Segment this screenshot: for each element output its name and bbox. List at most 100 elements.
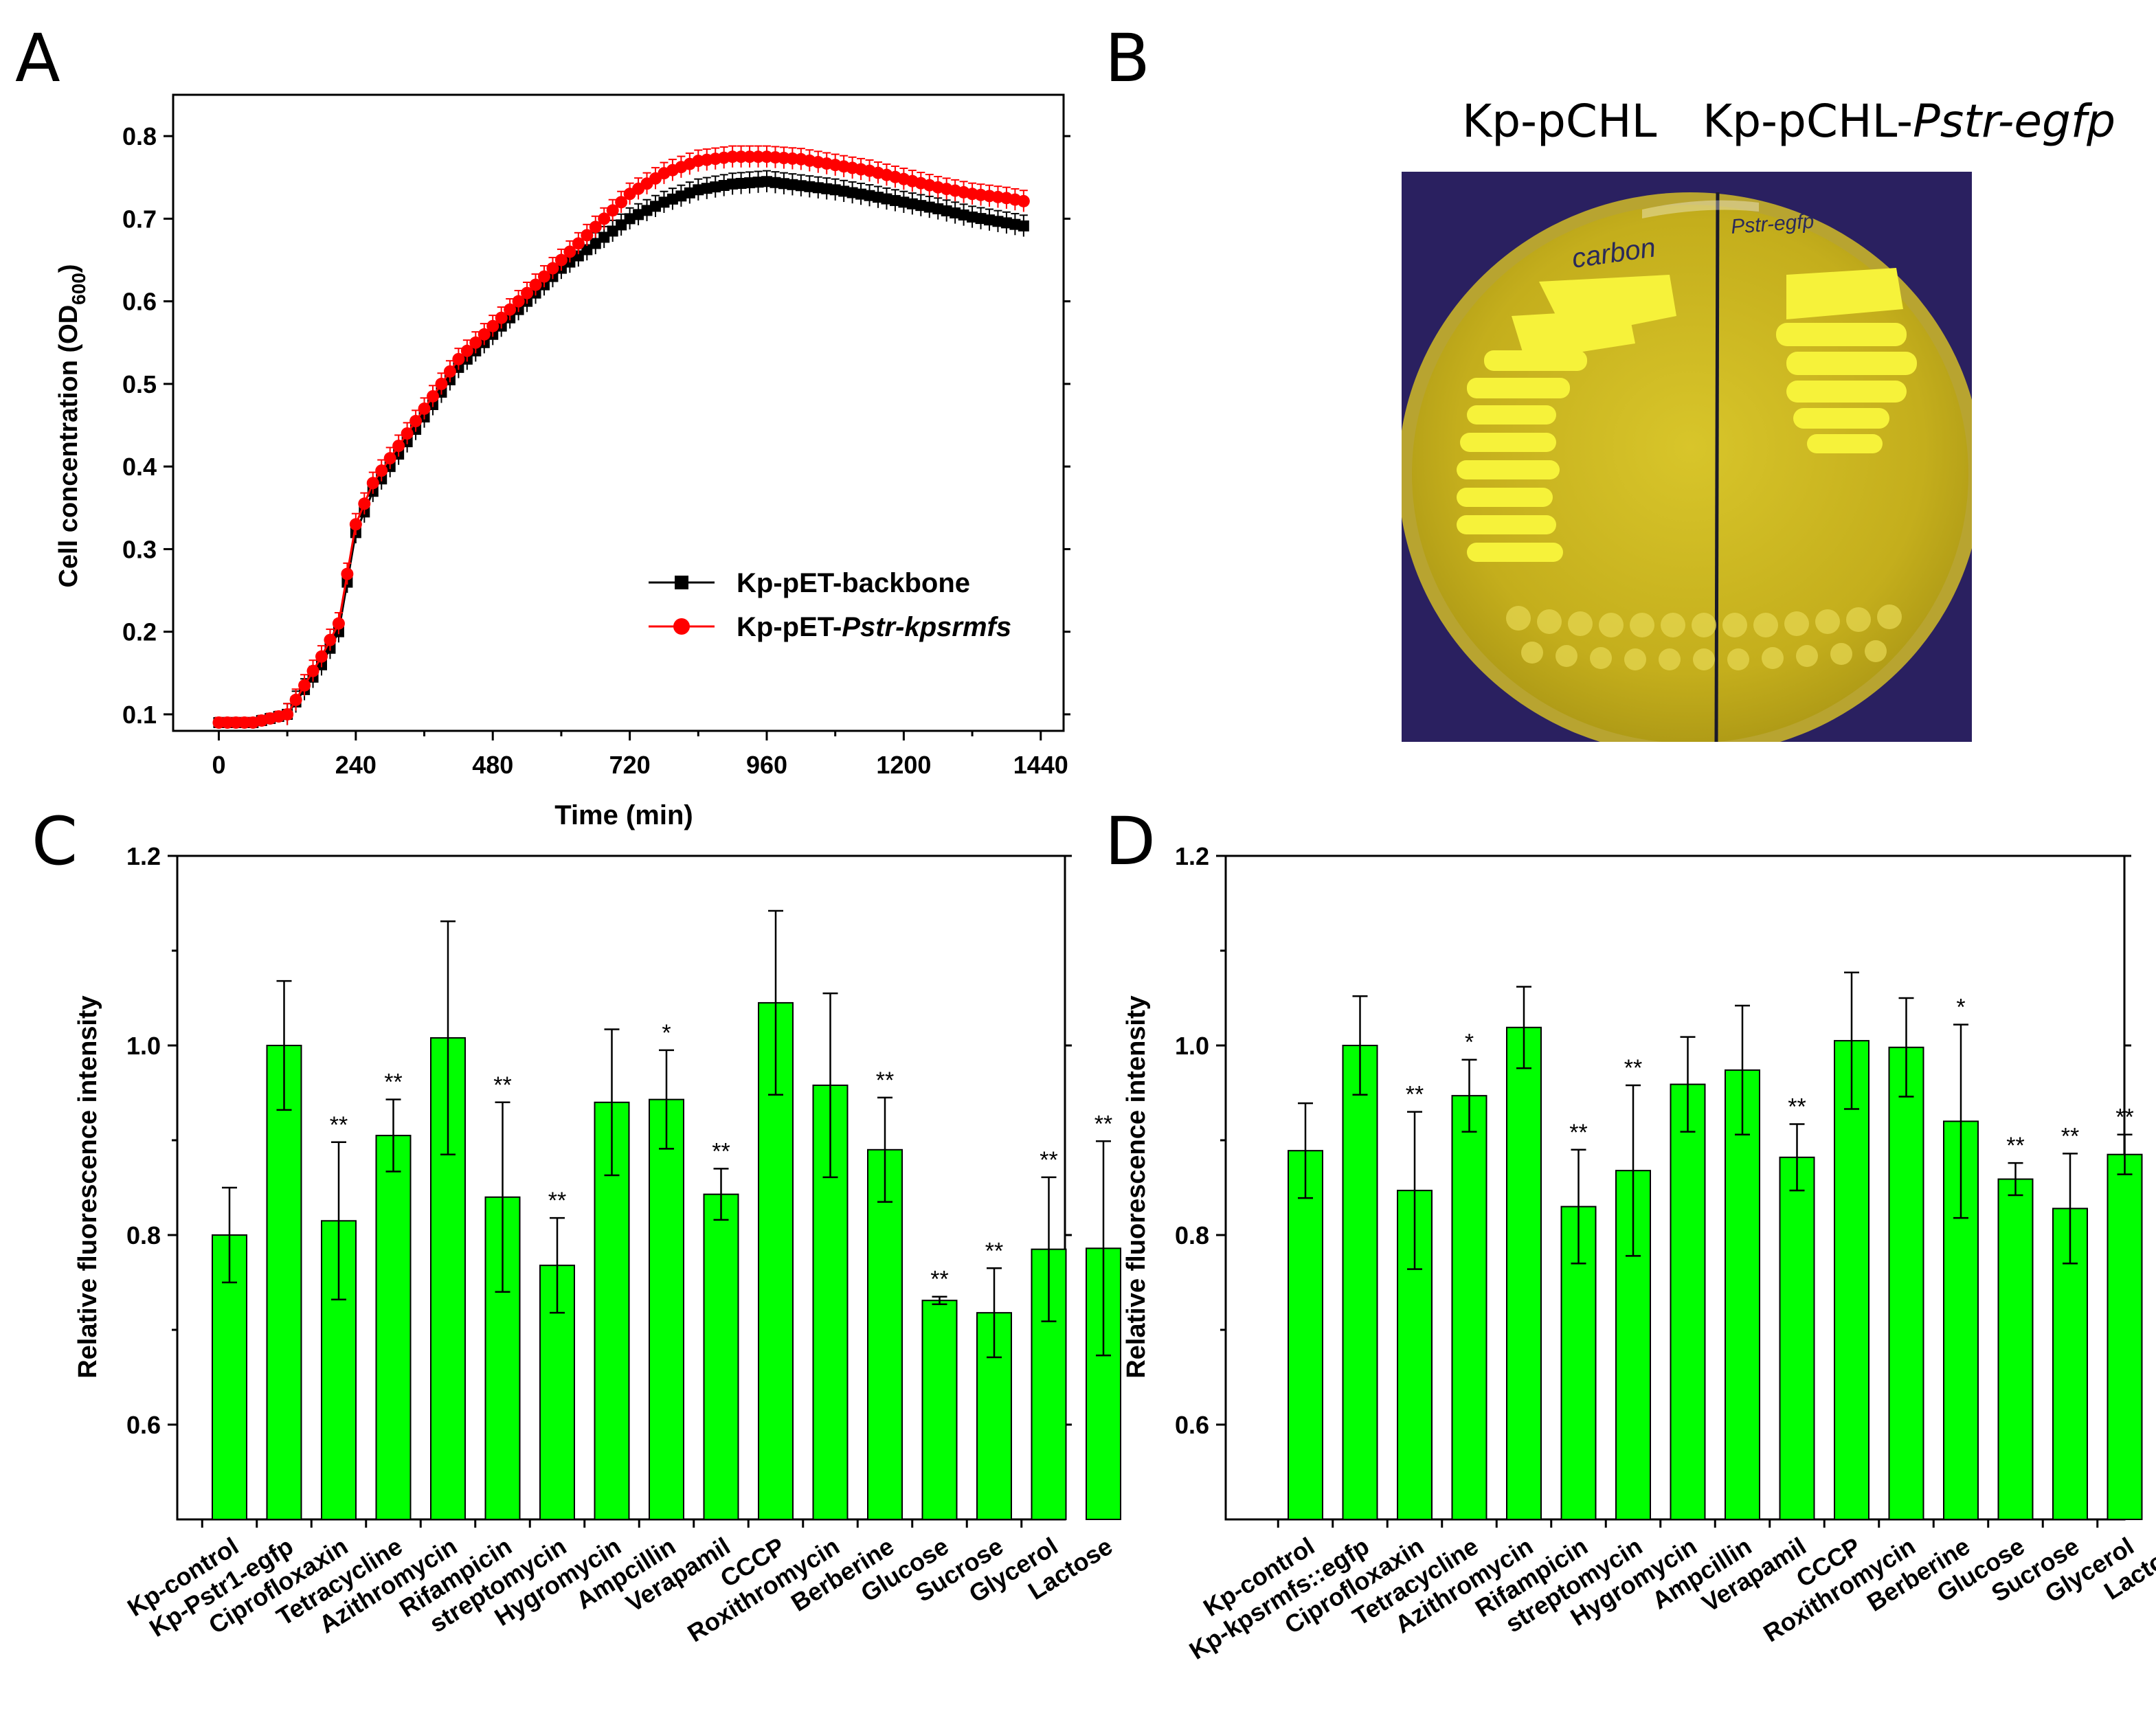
data-point-kpsrmfs bbox=[324, 633, 337, 646]
significance-label: ** bbox=[2115, 1105, 2133, 1131]
significance-label: ** bbox=[548, 1188, 566, 1214]
data-point-kpsrmfs bbox=[212, 716, 225, 729]
data-point-kpsrmfs bbox=[581, 229, 594, 242]
bar bbox=[375, 1135, 412, 1520]
significance-label: ** bbox=[712, 1138, 730, 1164]
panel-letter-c: C bbox=[32, 803, 78, 880]
data-point-backbone bbox=[992, 216, 1004, 227]
bar bbox=[1670, 1083, 1706, 1520]
data-point-kpsrmfs bbox=[554, 253, 568, 267]
bar bbox=[2107, 1153, 2143, 1520]
data-point-backbone bbox=[710, 181, 721, 193]
data-point-backbone bbox=[958, 209, 969, 220]
y-tick-label-a: 0.6 bbox=[122, 288, 157, 316]
data-point-kpsrmfs bbox=[743, 150, 756, 163]
data-point-kpsrmfs bbox=[341, 567, 354, 580]
data-point-kpsrmfs bbox=[315, 650, 328, 663]
y-tick-label: 0.6 bbox=[1175, 1411, 1209, 1439]
y-tick-label-a: 0.2 bbox=[122, 618, 157, 646]
data-point-kpsrmfs bbox=[443, 365, 456, 378]
significance-label: ** bbox=[330, 1112, 348, 1138]
data-point-backbone bbox=[778, 178, 789, 190]
data-point-backbone bbox=[787, 179, 798, 190]
colonies-right bbox=[1776, 268, 1917, 453]
bar bbox=[266, 1045, 302, 1520]
data-point-backbone bbox=[735, 177, 747, 189]
y-tick-label: 0.8 bbox=[126, 1221, 161, 1249]
data-point-backbone bbox=[923, 201, 935, 213]
data-point-backbone bbox=[1000, 217, 1012, 229]
data-point-backbone bbox=[589, 238, 601, 249]
significance-label: ** bbox=[1569, 1120, 1587, 1146]
x-tick-label-a: 720 bbox=[609, 751, 651, 779]
x-tick-label-a: 240 bbox=[335, 751, 377, 779]
x-tick-label-a: 0 bbox=[212, 751, 225, 779]
data-point-backbone bbox=[701, 183, 712, 194]
data-point-backbone bbox=[633, 209, 644, 220]
y-tick-label-a: 0.4 bbox=[122, 453, 157, 481]
colonies-left bbox=[1457, 275, 1676, 562]
x-axis-label-a: Time (min) bbox=[554, 800, 693, 830]
agar-plate-photo: carbon Pstr-egfp bbox=[1402, 172, 1972, 742]
significance-label: ** bbox=[1406, 1082, 1424, 1108]
bar bbox=[1997, 1178, 2034, 1520]
data-point-backbone bbox=[898, 196, 910, 208]
data-point-kpsrmfs bbox=[409, 415, 423, 428]
data-point-backbone bbox=[658, 196, 670, 208]
data-point-kpsrmfs bbox=[726, 150, 739, 163]
bar bbox=[1725, 1069, 1760, 1520]
data-point-backbone bbox=[693, 184, 704, 196]
bar bbox=[1288, 1150, 1323, 1521]
data-point-backbone bbox=[727, 178, 739, 190]
legend-marker-kpsrmfs bbox=[673, 618, 690, 635]
data-point-kpsrmfs bbox=[495, 311, 508, 324]
data-point-backbone bbox=[1018, 220, 1029, 231]
data-point-backbone bbox=[881, 193, 892, 205]
data-point-backbone bbox=[1009, 218, 1021, 230]
data-point-kpsrmfs bbox=[435, 377, 448, 390]
significance-label: ** bbox=[1624, 1055, 1642, 1081]
bar bbox=[703, 1193, 739, 1521]
data-point-backbone bbox=[829, 184, 841, 196]
plate-label-left: Kp-pCHL bbox=[1462, 95, 1657, 148]
legend-a: Kp-pET-backbone Kp-pET-Pstr-kpsrmfs bbox=[649, 568, 1011, 642]
plate-label-right: Kp-pCHL-Pstr-egfp bbox=[1703, 95, 2115, 148]
y-tick-label: 1.2 bbox=[1175, 842, 1209, 870]
significance-label: ** bbox=[2061, 1123, 2079, 1149]
data-point-kpsrmfs bbox=[504, 303, 517, 316]
data-point-backbone bbox=[581, 244, 593, 256]
y-axis-label-a: Cell concentration (OD600) bbox=[54, 264, 89, 587]
data-point-kpsrmfs bbox=[598, 212, 611, 225]
data-point-backbone bbox=[650, 201, 661, 212]
significance-label: ** bbox=[985, 1238, 1003, 1264]
data-point-backbone bbox=[984, 214, 995, 226]
y-tick-label: 1.2 bbox=[126, 842, 161, 870]
plate-glare bbox=[1642, 200, 1759, 218]
data-point-kpsrmfs bbox=[401, 427, 414, 440]
data-point-backbone bbox=[873, 192, 884, 203]
y-tick-label-a: 0.5 bbox=[122, 370, 157, 398]
significance-label: ** bbox=[1094, 1111, 1112, 1137]
plate-divider bbox=[1714, 192, 1720, 742]
significance-label: ** bbox=[930, 1267, 948, 1293]
data-point-backbone bbox=[804, 181, 816, 192]
data-point-kpsrmfs bbox=[546, 262, 559, 275]
y-axis-label-d: Relative fluorescence intensity bbox=[1122, 995, 1151, 1379]
data-point-kpsrmfs bbox=[563, 245, 576, 258]
significance-label: ** bbox=[384, 1069, 402, 1096]
data-point-kpsrmfs bbox=[418, 402, 431, 415]
y-tick-label: 1.0 bbox=[126, 1032, 161, 1060]
y-tick-label-a: 0.1 bbox=[122, 701, 157, 729]
bar bbox=[1779, 1156, 1815, 1520]
data-point-kpsrmfs bbox=[606, 204, 619, 217]
data-point-backbone bbox=[855, 188, 867, 200]
significance-label: * bbox=[1956, 995, 1965, 1021]
data-point-backbone bbox=[967, 211, 978, 223]
plot-frame-a bbox=[172, 93, 1065, 732]
data-point-kpsrmfs bbox=[478, 328, 491, 341]
data-point-backbone bbox=[950, 207, 961, 218]
data-point-kpsrmfs bbox=[289, 693, 302, 706]
data-point-kpsrmfs bbox=[392, 440, 405, 453]
data-point-kpsrmfs bbox=[486, 319, 499, 332]
data-point-backbone bbox=[915, 200, 927, 212]
